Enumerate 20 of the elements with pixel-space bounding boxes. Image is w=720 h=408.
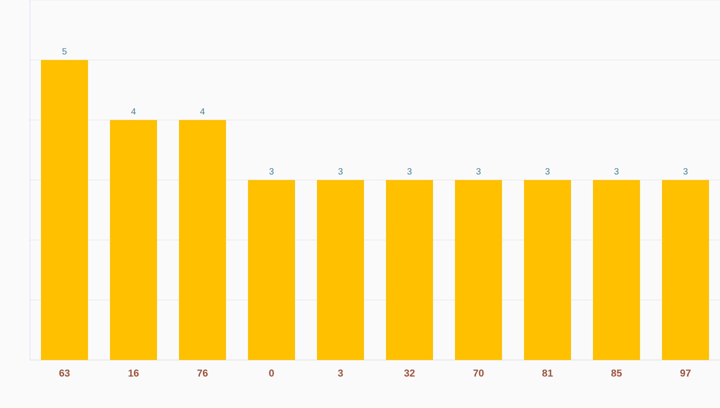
x-tick-label: 0 xyxy=(269,370,274,377)
data-label: 3 xyxy=(407,168,412,174)
x-tick-label: 70 xyxy=(473,370,484,377)
data-label: 3 xyxy=(683,168,688,174)
x-tick-label: 97 xyxy=(680,370,691,377)
data-label: 5 xyxy=(62,48,67,54)
x-tick-label: 16 xyxy=(128,370,139,377)
x-tick-label: 85 xyxy=(611,370,622,377)
data-label: 3 xyxy=(476,168,481,174)
data-label: 3 xyxy=(545,168,550,174)
x-tick-label: 3 xyxy=(338,370,343,377)
x-tick-label: 76 xyxy=(197,370,208,377)
data-label: 3 xyxy=(614,168,619,174)
data-label: 3 xyxy=(269,168,274,174)
data-label: 3 xyxy=(338,168,343,174)
x-tick-label: 63 xyxy=(59,370,70,377)
x-tick-label: 32 xyxy=(404,370,415,377)
data-label: 4 xyxy=(200,108,205,114)
data-label: 4 xyxy=(131,108,136,114)
x-tick-label: 81 xyxy=(542,370,553,377)
